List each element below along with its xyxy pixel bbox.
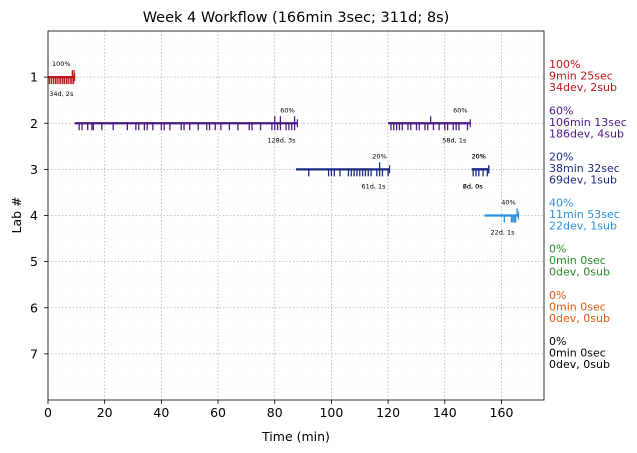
y-tick-label: 5	[30, 254, 38, 269]
lab-summary-line: 38min 32sec	[549, 162, 620, 175]
segment-count-label: 58d, 1s	[442, 136, 467, 144]
x-tick-label: 40	[153, 405, 169, 420]
x-tick-label: 60	[210, 405, 226, 420]
segment-percent-label: 20%	[472, 152, 486, 160]
lab-summary-line: 0min 0sec	[549, 254, 606, 267]
lab-summary-line: 20%	[549, 150, 573, 163]
lab-summary-line: 69dev, 1sub	[549, 173, 617, 186]
segment-percent-label: 60%	[453, 106, 467, 114]
x-tick-label: 0	[44, 405, 52, 420]
segment-percent-label: 100%	[52, 60, 71, 68]
y-tick-label: 2	[30, 116, 38, 131]
lab-summary-line: 0min 0sec	[549, 300, 606, 313]
grid	[47, 31, 544, 400]
lab-summary-line: 0dev, 0sub	[549, 312, 610, 325]
lab-summary-line: 22dev, 1sub	[549, 220, 617, 233]
lab-summary-line: 11min 53sec	[549, 208, 620, 221]
lab-summary-line: 0%	[549, 335, 566, 348]
x-axis-label: Time (min)	[261, 429, 330, 444]
lab-summary-line: 0%	[549, 243, 566, 256]
plot-marks: 100% 34d, 2s 60% 128d, 3s 60% 58d, 1s 20% 61d, …	[48, 60, 520, 237]
x-tick-label: 80	[267, 405, 283, 420]
y-tick-label: 1	[30, 70, 38, 85]
segment-percent-label: 60%	[280, 106, 294, 114]
segment-count-label: 2d, 0s	[463, 182, 484, 190]
lab-summary-line: 60%	[549, 104, 573, 117]
segment-count-label: 34d, 2s	[49, 90, 74, 98]
y-axis-label: Lab #	[9, 196, 24, 233]
x-tick-label: 120	[376, 405, 400, 420]
lab-summary-line: 40%	[549, 197, 573, 210]
x-tick-label: 20	[97, 405, 113, 420]
y-tick-label: 6	[30, 300, 38, 315]
segment-count-label: 22d, 1s	[490, 229, 515, 237]
lab-summary-line: 186dev, 4sub	[549, 127, 624, 140]
y-tick-label: 3	[30, 162, 38, 177]
segment-count-label: 6d, 0s	[463, 182, 484, 190]
segment-percent-label: 40%	[501, 199, 515, 207]
segment-percent-label: 20%	[372, 152, 386, 160]
segment-count-label: 128d, 3s	[267, 136, 296, 144]
lab-summary-line: 100%	[549, 58, 580, 71]
lab-summary-line: 9min 25sec	[549, 70, 613, 83]
lab-summary-line: 0%	[549, 289, 566, 302]
lab-summary-line: 106min 13sec	[549, 116, 627, 129]
x-tick-label: 140	[433, 405, 457, 420]
x-tick-label: 100	[319, 405, 343, 420]
lab-summary-line: 0min 0sec	[549, 346, 606, 359]
x-tick-label: 160	[490, 405, 514, 420]
lab-summary-line: 0dev, 0sub	[549, 266, 610, 279]
lab-summary-line: 0dev, 0sub	[549, 358, 610, 371]
x-axis: 0 20 40 60 80 100 120 140 160	[44, 400, 513, 420]
chart-title: Week 4 Workflow (166min 3sec; 311d; 8s)	[143, 10, 450, 26]
y-tick-label: 7	[30, 346, 38, 361]
y-tick-label: 4	[30, 208, 38, 223]
segment-percent-label: 20%	[472, 152, 486, 160]
segment-count-label: 61d, 1s	[362, 182, 387, 190]
y-axis: 1 2 3 4 5 6 7	[30, 70, 48, 361]
lab-summary-line: 34dev, 2sub	[549, 81, 617, 94]
